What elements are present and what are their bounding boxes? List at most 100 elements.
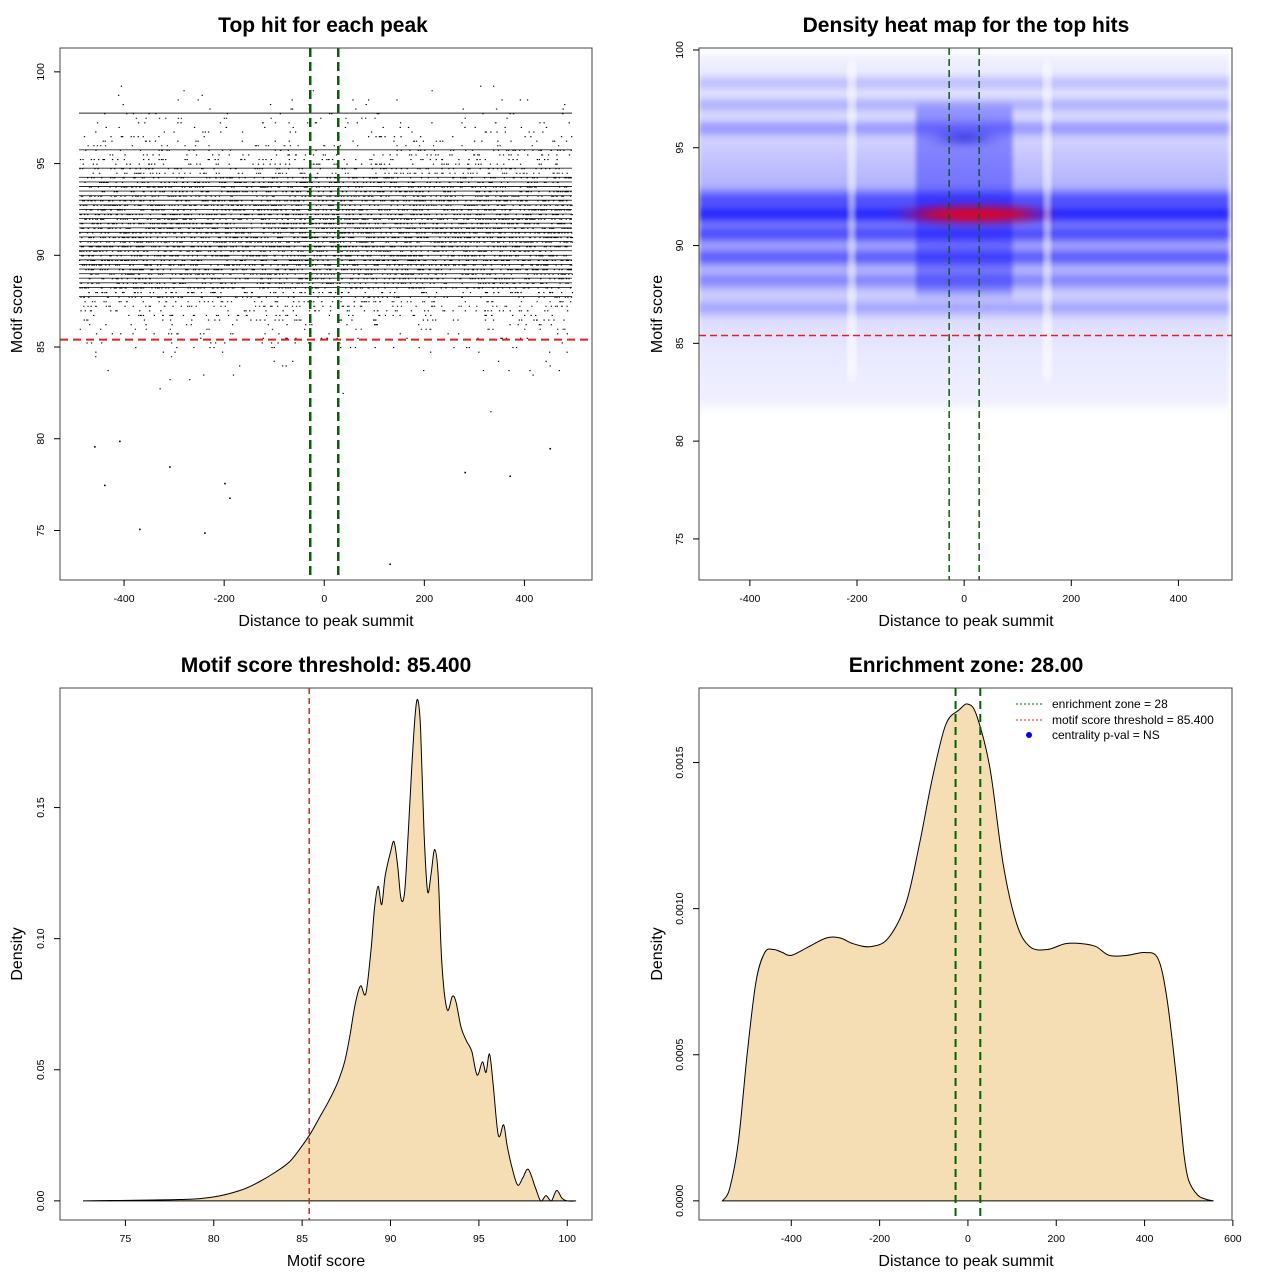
scatter-reference-lines <box>60 48 592 580</box>
x-tick-label: 85 <box>296 1233 308 1245</box>
y-tick-label: 0.0010 <box>674 892 686 924</box>
y-tick-label: 90 <box>35 249 47 261</box>
y-tick-label: 95 <box>674 142 686 154</box>
y-tick-label: 75 <box>674 533 686 545</box>
x-tick-label: 100 <box>558 1233 576 1245</box>
scatter-point <box>119 440 121 443</box>
y-tick-label: 0.05 <box>35 1059 47 1080</box>
heatmap-background-band <box>699 64 1230 75</box>
x-tick-label: 400 <box>1170 593 1188 605</box>
y-tick-label: 0.0015 <box>674 746 686 778</box>
score-density-ylabel: Density <box>9 927 26 980</box>
heatmap-band <box>699 101 1230 109</box>
scatter-point <box>169 466 171 468</box>
distance-density-ylabel: Density <box>649 927 666 980</box>
y-tick-label: 90 <box>674 240 686 252</box>
x-tick-label: -200 <box>214 593 235 605</box>
heatmap-background-band <box>699 397 1230 407</box>
panel-distance-density: Enrichment zone: 28.00 -400 -200 0 200 400 60… <box>649 654 1242 1270</box>
heatmap-hot-cell <box>909 207 1040 222</box>
x-tick-label: 75 <box>120 1233 132 1245</box>
scatter-points <box>79 85 574 566</box>
score-density-title: Motif score threshold: 85.400 <box>181 654 472 677</box>
y-tick-label: 80 <box>674 435 686 447</box>
score-density-area <box>82 698 577 1202</box>
heatmap-background-band <box>699 367 1230 378</box>
heatmap-background-band <box>699 328 1230 339</box>
y-tick-label: 85 <box>674 337 686 349</box>
heatmap-secondary-cell <box>942 133 987 142</box>
heatmap-x-axis: -400 -200 0 200 400 <box>739 580 1187 605</box>
heatmap-xlabel: Distance to peak summit <box>878 613 1054 630</box>
legend-pval-label: centrality p-val = NS <box>1052 728 1160 742</box>
x-tick-label: -400 <box>114 593 135 605</box>
heatmap-background-band <box>699 54 1230 65</box>
heatmap-background-band <box>699 348 1230 359</box>
legend-zone-label: enrichment zone = 28 <box>1052 697 1168 711</box>
x-tick-label: 200 <box>1063 593 1081 605</box>
heatmap-plot-box <box>698 47 1233 581</box>
y-tick-label: 0.10 <box>35 928 47 949</box>
heatmap-title: Density heat map for the top hits <box>803 14 1130 37</box>
distance-density-xlabel: Distance to peak summit <box>878 1253 1054 1270</box>
y-tick-label: 80 <box>35 433 47 445</box>
panel-heatmap: Density heat map for the top hits -400 -2… <box>649 14 1233 630</box>
scatter-ylabel: Motif score <box>9 275 26 353</box>
y-tick-label: 100 <box>35 63 47 81</box>
scatter-point-cloud <box>79 85 574 413</box>
x-tick-label: 600 <box>1224 1233 1242 1245</box>
x-tick-label: 400 <box>516 593 534 605</box>
scatter-point <box>509 475 512 478</box>
y-tick-label: 0.00 <box>35 1190 47 1211</box>
heatmap-background-band <box>699 299 1230 310</box>
x-tick-label: 200 <box>416 593 434 605</box>
heatmap-background-band <box>699 93 1230 104</box>
distance-density-area <box>721 703 1214 1202</box>
score-density-plot-box <box>59 687 593 1221</box>
heatmap-reference-lines <box>699 48 1232 580</box>
scatter-point <box>464 471 466 474</box>
heatmap-density-bands <box>699 54 1230 407</box>
panel-score-density: Motif score threshold: 85.400 75 80 85 90 95… <box>9 654 593 1270</box>
heatmap-background-band <box>699 338 1230 349</box>
x-tick-label: 0 <box>965 1233 971 1245</box>
y-tick-label: 0.0000 <box>674 1185 686 1217</box>
score-density-y-axis: 0.00 0.05 0.10 0.15 <box>35 797 60 1211</box>
score-density-xlabel: Motif score <box>287 1253 365 1270</box>
distance-density-plot-box <box>698 687 1233 1221</box>
x-tick-label: 200 <box>1047 1233 1065 1245</box>
heatmap-background-band <box>699 318 1230 329</box>
x-tick-label: 0 <box>321 593 327 605</box>
heatmap-band <box>699 79 1230 87</box>
x-tick-label: -200 <box>869 1233 890 1245</box>
y-tick-label: 0.15 <box>35 797 47 818</box>
legend-threshold-label: motif score threshold = 85.400 <box>1052 713 1214 727</box>
scatter-point <box>94 446 96 448</box>
y-tick-label: 0.0005 <box>674 1039 686 1071</box>
x-tick-label: 0 <box>961 593 967 605</box>
scatter-point <box>229 497 231 500</box>
x-tick-label: 90 <box>385 1233 397 1245</box>
scatter-x-axis: -400 -200 0 200 400 <box>114 580 534 605</box>
scatter-y-axis: 75 80 85 90 95 100 <box>35 63 60 536</box>
distance-density-y-axis: 0.0000 0.0005 0.0010 0.0015 <box>674 746 699 1217</box>
scatter-point <box>204 532 206 534</box>
scatter-plot-box <box>59 47 593 581</box>
x-tick-label: 80 <box>208 1233 220 1245</box>
heatmap-ylabel: Motif score <box>649 275 666 353</box>
heatmap-background-band <box>699 377 1230 388</box>
x-tick-label: 400 <box>1136 1233 1154 1245</box>
scatter-point <box>224 482 226 485</box>
panel-scatter: Top hit for each peak -400 -200 0 200 400 75… <box>9 14 593 630</box>
score-density-x-axis: 75 80 85 90 95 100 <box>120 1220 576 1245</box>
heatmap-hotspot <box>909 133 1040 222</box>
y-tick-label: 100 <box>674 41 686 59</box>
scatter-point <box>139 528 141 531</box>
heatmap-y-axis: 75 80 85 90 95 100 <box>674 41 699 545</box>
distance-density-title: Enrichment zone: 28.00 <box>849 654 1084 677</box>
x-tick-label: -400 <box>781 1233 802 1245</box>
heatmap-background-band <box>699 387 1230 398</box>
distance-zone-lines <box>954 688 982 1220</box>
y-tick-label: 85 <box>35 341 47 353</box>
